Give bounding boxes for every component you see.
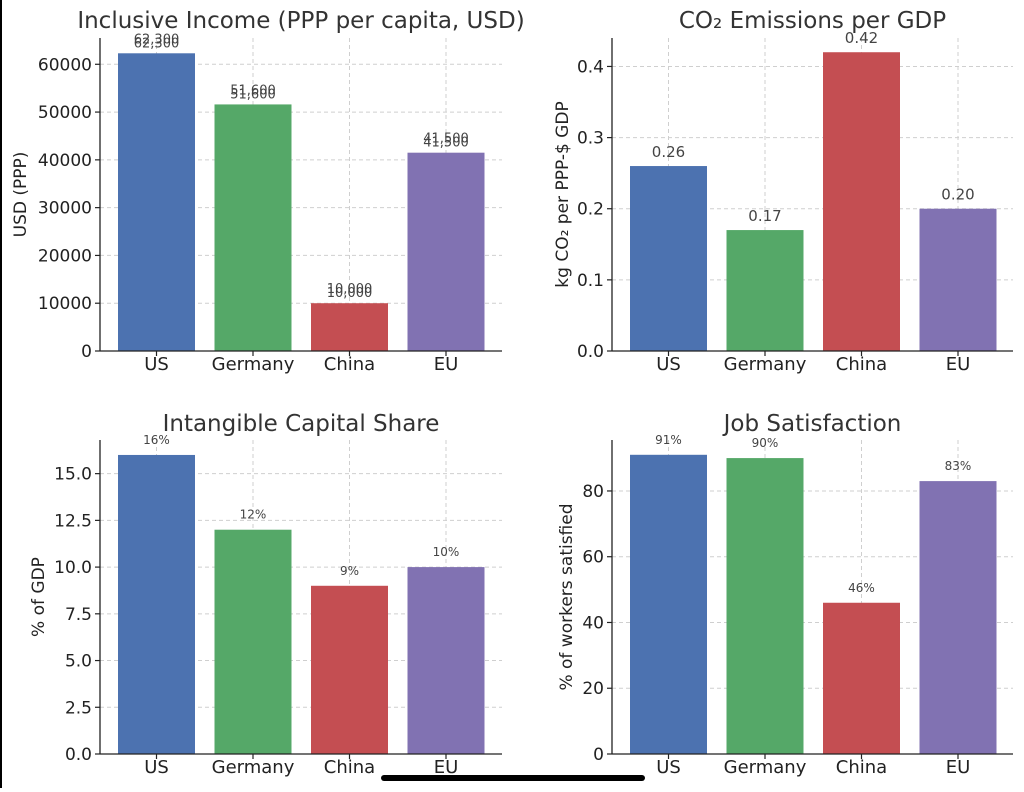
x-tick-label-china: China: [324, 757, 375, 778]
x-tick-label-eu: EU: [946, 354, 971, 375]
bar-us: [630, 166, 707, 351]
data-label-china: 10,000: [327, 282, 373, 297]
y-tick-label-4: 40000: [38, 151, 92, 171]
data-label-china: 46%: [848, 581, 875, 595]
y-tick-label-0: 0.0: [577, 342, 604, 362]
x-tick-label-china: China: [836, 354, 887, 375]
y-tick-label-1: 0.1: [577, 271, 604, 291]
data-label-shadow-us: 62,300: [134, 36, 180, 51]
x-tick-label-germany: Germany: [212, 757, 295, 778]
bar-china: [311, 303, 388, 351]
y-tick-label-3: 60: [582, 548, 604, 568]
bar-china: [311, 585, 388, 754]
y-tick-label-6: 60000: [38, 55, 92, 75]
chart-panel-1: 62,30062,300US51,60051,600Germany10,0001…: [11, 8, 525, 375]
data-label-china: 0.42: [845, 29, 878, 47]
chart-title: Inclusive Income (PPP per capita, USD): [77, 8, 524, 34]
bar-germany: [214, 104, 292, 351]
x-tick-label-eu: EU: [946, 757, 971, 778]
data-label-us: 0.26: [652, 143, 685, 161]
y-tick-label-5: 50000: [38, 103, 92, 123]
x-tick-label-china: China: [836, 757, 887, 778]
bar-germany: [214, 529, 292, 754]
bar-eu: [919, 481, 997, 754]
chart-title: Job Satisfaction: [722, 411, 902, 437]
x-tick-label-germany: Germany: [724, 354, 807, 375]
bar-us: [630, 454, 707, 754]
y-tick-label-6: 15.0: [54, 465, 92, 485]
y-tick-label-1: 10000: [38, 294, 92, 314]
y-tick-label-2: 5.0: [65, 652, 92, 672]
y-tick-label-5: 12.5: [54, 511, 92, 531]
chart-panel-2: 0.26 US 0.17 Germany 0.42 China 0.20 EU 0.0 0.1 0.…: [553, 8, 1013, 375]
chart-panel-3: 16% US 12% Germany 9% China 10% EU 0.0 2.5 5.0 7.5 1…: [29, 411, 502, 778]
x-tick-label-eu: EU: [434, 757, 459, 778]
y-tick-label-0: 0: [593, 745, 604, 765]
data-label-germany: 51,600: [230, 83, 276, 98]
bar-eu: [407, 567, 485, 754]
data-label-shadow-eu: 41,500: [423, 136, 469, 151]
x-tick-label-eu: EU: [434, 354, 459, 375]
data-label-eu: 10%: [433, 545, 460, 559]
data-label-eu: 83%: [945, 459, 972, 473]
x-tick-label-us: US: [656, 354, 681, 375]
x-tick-label-germany: Germany: [212, 354, 295, 375]
y-tick-label-2: 0.2: [577, 200, 604, 220]
y-tick-label-0: 0: [81, 342, 92, 362]
data-label-eu: 41,500: [423, 132, 469, 147]
y-tick-label-3: 30000: [38, 199, 92, 219]
y-tick-label-2: 20000: [38, 246, 92, 266]
data-label-germany: 0.17: [748, 207, 781, 225]
bar-eu: [407, 152, 485, 351]
y-tick-label-1: 20: [582, 679, 604, 699]
bar-germany: [726, 458, 804, 754]
data-label-germany: 12%: [240, 508, 267, 522]
bar-eu: [919, 208, 997, 351]
y-axis-label: kg CO₂ per PPP-$ GDP: [553, 101, 573, 287]
data-label-germany: 90%: [752, 436, 779, 450]
bar-china: [823, 602, 900, 754]
chart-panel-4: 91% US 90% Germany 46% China 83% EU 0 20 40 60 80 Job…: [557, 411, 1013, 778]
x-tick-label-us: US: [656, 757, 681, 778]
x-tick-label-us: US: [144, 354, 169, 375]
data-label-us: 91%: [655, 433, 682, 447]
y-tick-label-3: 0.3: [577, 129, 604, 149]
bar-germany: [726, 230, 804, 351]
y-axis-label: % of workers satisfied: [557, 503, 577, 690]
chart-title: CO₂ Emissions per GDP: [679, 8, 946, 34]
x-tick-label-germany: Germany: [724, 757, 807, 778]
data-label-us: 62,300: [134, 32, 180, 47]
x-tick-label-us: US: [144, 757, 169, 778]
bar-us: [118, 53, 195, 352]
data-label-shadow-china: 10,000: [327, 286, 373, 301]
bar-china: [823, 52, 900, 352]
data-label-shadow-germany: 51,600: [230, 87, 276, 102]
left-edge-border: [0, 0, 2, 788]
y-tick-label-2: 40: [582, 613, 604, 633]
y-tick-label-0: 0.0: [65, 745, 92, 765]
data-label-us: 16%: [143, 433, 170, 447]
bar-us: [118, 454, 195, 754]
y-tick-label-4: 80: [582, 482, 604, 502]
y-tick-label-1: 2.5: [65, 698, 92, 718]
y-tick-label-3: 7.5: [65, 605, 92, 625]
x-tick-label-china: China: [324, 354, 375, 375]
data-label-eu: 0.20: [941, 186, 974, 204]
data-label-china: 9%: [340, 564, 359, 578]
chart-title: Intangible Capital Share: [163, 411, 440, 437]
y-tick-label-4: 10.0: [54, 558, 92, 578]
y-axis-label: % of GDP: [29, 557, 49, 637]
y-tick-label-4: 0.4: [577, 57, 604, 77]
home-indicator[interactable]: [381, 775, 645, 781]
y-axis-label: USD (PPP): [11, 152, 31, 238]
